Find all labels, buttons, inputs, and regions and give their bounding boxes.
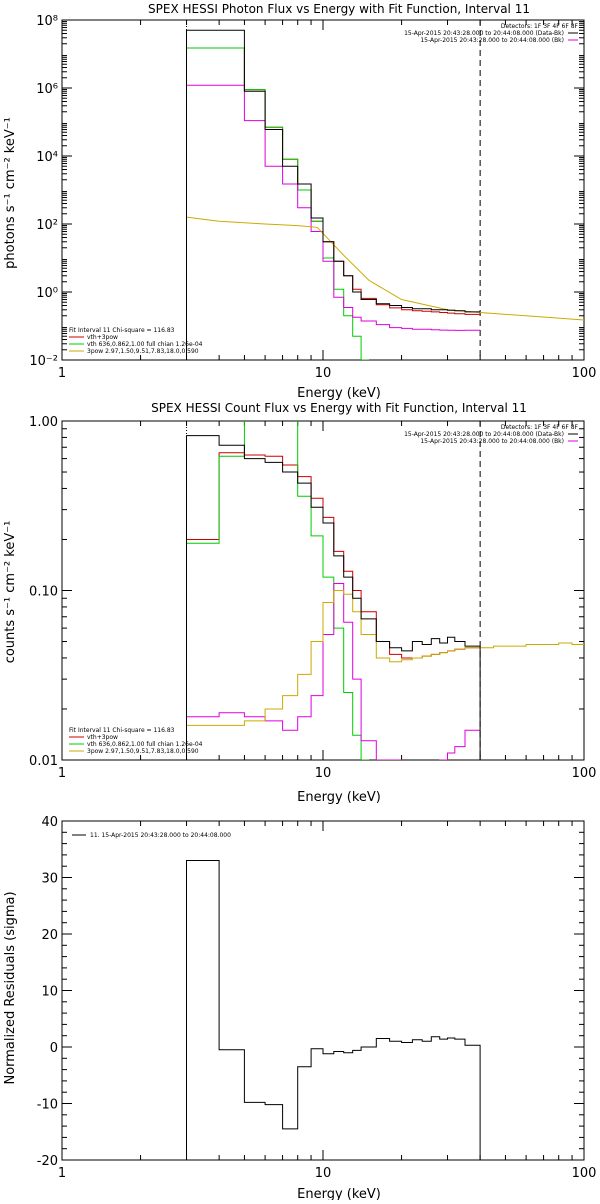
series-line — [186, 590, 584, 760]
legend-entry: vth+3pow — [87, 334, 118, 341]
photon-flux-panel: SPEX HESSI Photon Flux vs Energy with Fi… — [3, 2, 596, 401]
y-tick-label: 10⁶ — [36, 82, 58, 97]
plot-area: 1 10 100 -20 -10 0 10 20 30 40 11. 15-Apr-2015 20:… — [37, 815, 597, 1181]
x-axis-label: Energy (keV) — [297, 1187, 381, 1200]
y-tick-label: 0.10 — [29, 585, 58, 600]
x-tick-label: 1 — [58, 366, 66, 381]
y-tick-label: -20 — [37, 1154, 58, 1169]
y-axis-label: photons s⁻¹ cm⁻² keV⁻¹ — [3, 117, 18, 269]
series-group — [186, 29, 584, 360]
y-tick-label: 20 — [41, 928, 58, 943]
y-tick-label: 10⁻² — [29, 354, 58, 369]
legend-header: Fit Interval 11 Chi-square = 116.83 — [69, 327, 175, 334]
y-tick-label: 10⁸ — [36, 14, 58, 29]
legend-entry: 15-Apr-2015 20:43:28.000 to 20:44:08.000… — [404, 30, 564, 37]
chart-title: SPEX HESSI Count Flux vs Energy with Fit… — [151, 401, 527, 415]
legend-entry: vth 636,0.862,1.00 full chian 1.26e-04 — [87, 341, 203, 348]
legend-entry: vth 636,0.862,1.00 full chian 1.26e-04 — [87, 741, 203, 748]
legend-header: Detectors: 1F 3F 4F 6F 8F — [501, 424, 579, 431]
chart-title: SPEX HESSI Photon Flux vs Energy with Fi… — [148, 2, 530, 16]
y-tick-label: 0 — [50, 1041, 58, 1056]
y-tick-label: 10⁰ — [36, 286, 58, 301]
series-group — [186, 860, 481, 1160]
x-axis-label: Energy (keV) — [297, 790, 381, 805]
legend-entry: 15-Apr-2015 20:43:28.000 to 20:44:08.000… — [420, 438, 564, 445]
series-line — [186, 421, 369, 760]
series-line — [186, 860, 481, 1160]
x-tick-label: 1 — [58, 1166, 66, 1181]
x-tick-label: 10 — [315, 1166, 332, 1181]
series-line — [186, 216, 584, 321]
legend-entry: 15-Apr-2015 20:43:28.000 to 20:44:08.000… — [420, 37, 564, 44]
count-flux-panel: SPEX HESSI Count Flux vs Energy with Fit… — [3, 401, 596, 805]
legend-header: Fit Interval 11 Chi-square = 116.83 — [69, 727, 175, 734]
x-tick-label: 10 — [315, 366, 332, 381]
x-tick-label: 100 — [572, 1166, 597, 1181]
y-tick-label: -10 — [37, 1098, 58, 1113]
legend-entry: 3pow 2.97,1.50,9.51,7.83,18.0,0.590 — [87, 748, 199, 755]
legend-header: Detectors: 1F 3F 4F 6F 8F — [501, 23, 579, 30]
y-axis-label: counts s⁻¹ cm⁻² keV⁻¹ — [3, 521, 18, 664]
x-axis-label: Energy (keV) — [297, 386, 381, 401]
x-tick-label: 10 — [315, 766, 332, 781]
y-tick-label: 10⁴ — [36, 150, 58, 165]
y-tick-label: 0.01 — [29, 754, 58, 769]
y-tick-label: 30 — [41, 872, 58, 887]
series-line — [186, 435, 481, 760]
y-tick-label: 1.00 — [29, 415, 58, 430]
y-tick-label: 10² — [36, 218, 58, 233]
x-tick-label: 1 — [58, 766, 66, 781]
x-tick-label: 100 — [572, 366, 597, 381]
residuals-panel: Energy (keV) Normalized Residuals (sigma… — [3, 815, 597, 1202]
y-tick-label: 10 — [41, 985, 58, 1000]
legend-entry: 15-Apr-2015 20:43:28.000 to 20:44:08.000… — [404, 431, 564, 438]
plot-area: 1 10 100 0.01 0.10 1.00 Detectors: 1F 3F 4F 6F… — [29, 415, 597, 781]
plot-area: 1 10 100 10⁻² 10⁰ 10² 10⁴ 10⁶ 10⁸ Detectors: 1F 3… — [29, 14, 597, 381]
legend-entry: 11. 15-Apr-2015 20:43:28.000 to 20:44:08… — [90, 832, 231, 839]
y-tick-label: 40 — [41, 815, 58, 830]
legend-entry: 3pow 2.97,1.50,9.51,7.83,18.0,0.590 — [87, 348, 199, 355]
y-axis-label: Normalized Residuals (sigma) — [3, 891, 18, 1084]
x-tick-label: 100 — [572, 766, 597, 781]
series-group — [186, 421, 584, 760]
series-line — [186, 29, 481, 360]
legend-entry: vth+3pow — [87, 734, 118, 741]
